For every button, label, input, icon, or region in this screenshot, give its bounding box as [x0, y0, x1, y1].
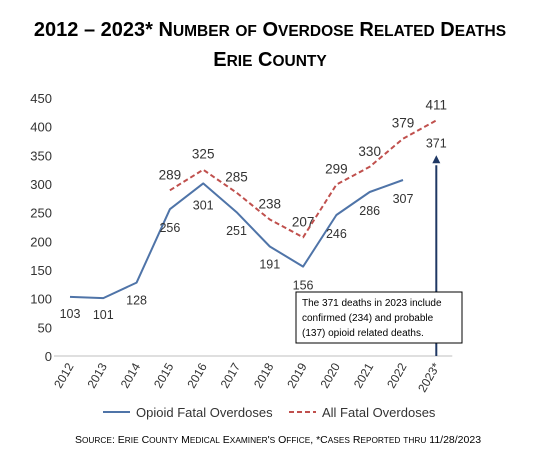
opioid-data-label: 156: [293, 279, 314, 293]
all-overdoses-data-label: 238: [259, 197, 282, 212]
x-tick-label: 2012: [51, 360, 77, 390]
annotation-text-line: (137) opioid related deaths.: [302, 328, 424, 339]
annotation-text-line: The 371 deaths in 2023 include: [302, 298, 442, 309]
x-tick-label: 2023*: [415, 360, 443, 394]
y-tick-label: 300: [30, 177, 52, 192]
all-overdoses-data-label: 285: [225, 170, 248, 185]
all-overdoses-data-label: 330: [358, 144, 381, 159]
opioid-data-label: 246: [326, 227, 347, 241]
x-tick-label: 2013: [84, 360, 110, 390]
legend-label-all-overdoses: All Fatal Overdoses: [322, 405, 436, 420]
opioid-data-label: 307: [393, 192, 414, 206]
x-tick-label: 2015: [151, 360, 177, 390]
y-tick-label: 250: [30, 206, 52, 221]
x-tick-label: 2022: [384, 360, 410, 390]
y-tick-label: 100: [30, 292, 52, 307]
y-tick-label: 350: [30, 148, 52, 163]
all-overdoses-data-label: 325: [192, 147, 215, 162]
annotation-text-line: confirmed (234) and probable: [302, 313, 434, 324]
source-note: SOURCE: ERIE COUNTY MEDICAL EXAMINER'S O…: [75, 434, 481, 446]
x-tick-label: 2014: [118, 360, 144, 390]
y-tick-label: 400: [30, 120, 52, 135]
opioid-data-label: 128: [126, 294, 147, 308]
all-overdoses-data-label: 289: [159, 167, 182, 182]
all-overdoses-data-label: 207: [292, 214, 315, 229]
x-tick-label: 2016: [184, 360, 210, 390]
chart-subtitle: ERIE COUNTY: [213, 49, 327, 71]
y-tick-label: 0: [45, 349, 52, 364]
y-tick-label: 50: [38, 320, 52, 335]
chart-title: 2012 – 2023* NUMBER OF OVERDOSE RELATED …: [34, 19, 506, 41]
annotation-arrowhead: [432, 155, 441, 164]
y-tick-label: 450: [30, 91, 52, 106]
opioid-data-label: 256: [159, 221, 180, 235]
opioid-series-line: [69, 179, 404, 300]
x-tick-label: 2021: [351, 360, 377, 390]
opioid-data-label: 103: [60, 307, 81, 321]
all-overdoses-series-line: [169, 119, 437, 239]
legend-label-opioid: Opioid Fatal Overdoses: [136, 405, 273, 420]
annotation-box: [295, 291, 463, 344]
y-tick-label: 150: [30, 263, 52, 278]
x-tick-label: 2017: [218, 360, 244, 390]
opioid-data-label: 101: [93, 308, 114, 322]
opioid-data-label: 371: [426, 136, 447, 150]
opioid-data-label: 286: [359, 204, 380, 218]
all-overdoses-data-label: 379: [392, 116, 415, 131]
all-overdoses-data-label: 411: [426, 97, 448, 112]
x-tick-label: 2020: [318, 360, 344, 390]
x-tick-label: 2019: [284, 360, 310, 390]
y-tick-label: 200: [30, 234, 52, 249]
x-tick-label: 2018: [251, 360, 277, 390]
opioid-data-label: 191: [259, 257, 280, 271]
all-overdoses-data-label: 299: [325, 162, 348, 177]
opioid-data-label: 301: [193, 198, 214, 212]
opioid-data-label: 251: [226, 224, 247, 238]
